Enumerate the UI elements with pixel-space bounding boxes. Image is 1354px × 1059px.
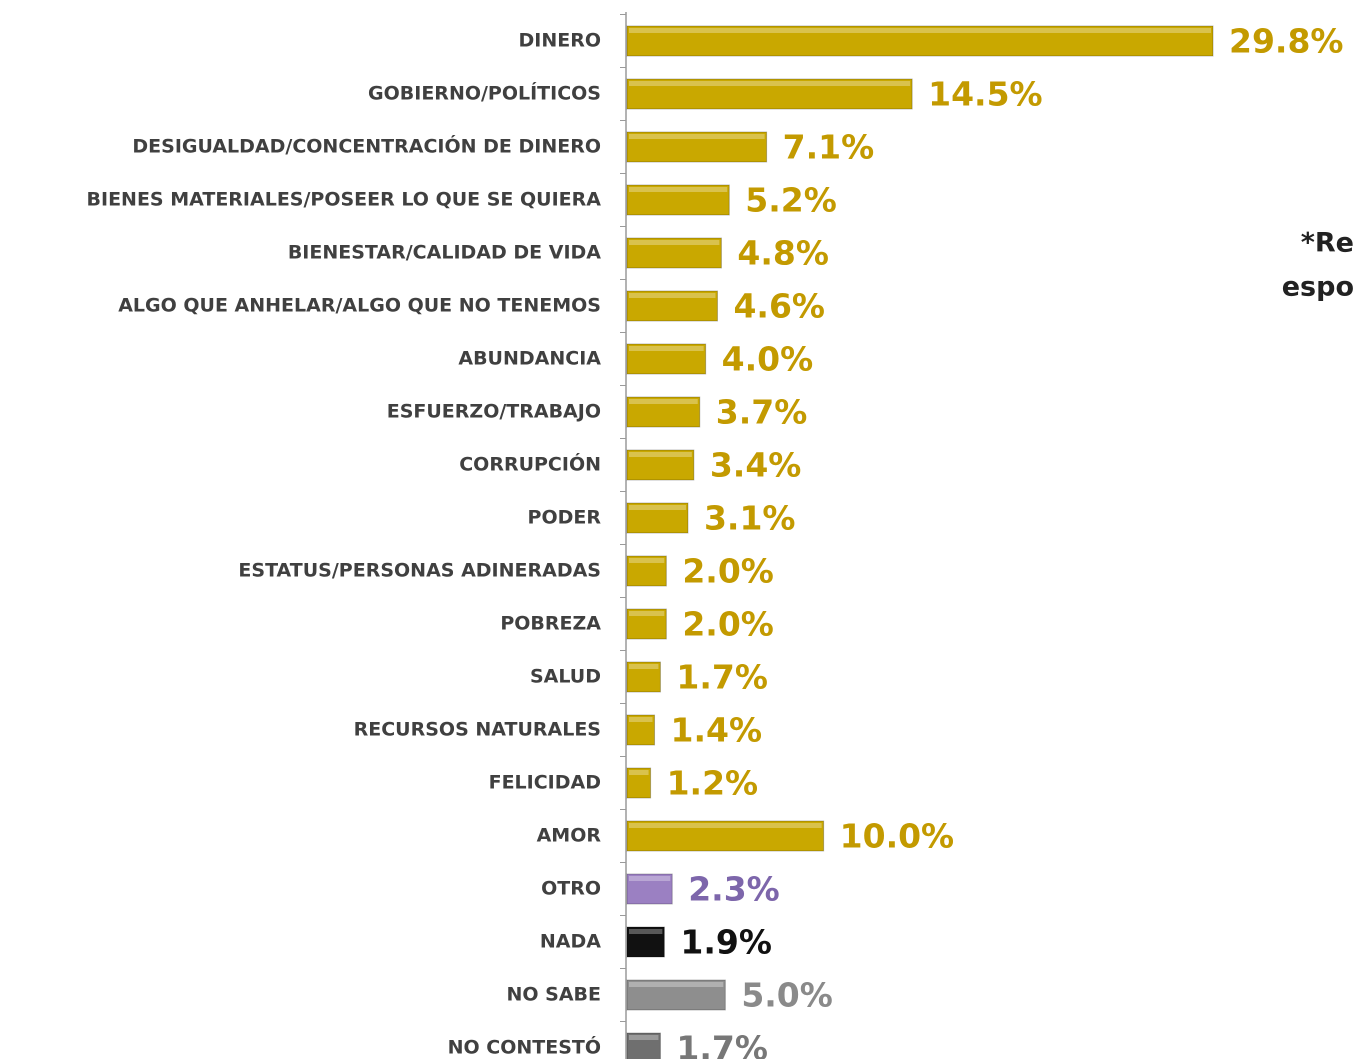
bar [626,608,667,640]
bar [626,184,730,216]
value-label: 3.1% [704,499,796,538]
bar [626,131,768,163]
value-label: 1.2% [667,764,759,803]
bar-highlight [629,346,704,351]
category-label: CORRUPCIÓN [459,452,601,476]
bar-highlight [629,452,692,457]
bar [626,237,722,269]
value-label: 2.0% [682,552,774,591]
value-label: 5.2% [745,181,837,220]
value-label: 3.7% [716,393,808,432]
category-label: NO CONTESTÓ [448,1035,601,1059]
bar-highlight [629,1035,659,1040]
bar-highlight [629,982,724,987]
bar-highlight [629,717,653,722]
bar-highlight [629,664,659,669]
bar-highlight [629,611,665,616]
value-label: 10.0% [840,817,955,856]
bar [626,820,825,852]
bar-highlight [629,187,728,192]
bar [626,767,652,799]
value-label: 2.0% [682,605,774,644]
bar [626,873,673,905]
bar [626,502,689,534]
bar-highlight [629,929,663,934]
category-label: POBREZA [500,613,601,635]
category-label: GOBIERNO/POLÍTICOS [368,82,601,105]
category-label: NO SABE [506,984,601,1006]
bar [626,555,667,587]
category-label: NADA [540,931,601,953]
value-label: 2.3% [688,870,780,909]
bar [626,979,726,1011]
bar [626,449,695,481]
bar [626,290,718,322]
category-label: ALGO QUE ANHELAR/ALGO QUE NO TENEMOS [118,295,601,317]
annotation: espo [1282,272,1354,303]
category-label: ESTATUS/PERSONAS ADINERADAS [238,560,601,582]
value-label: 4.8% [737,234,829,273]
category-label: OTRO [541,878,601,900]
bar-highlight [629,558,665,563]
bar [626,25,1214,57]
category-label: SALUD [530,666,601,688]
bar-highlight [629,505,686,510]
value-label: 1.4% [671,711,763,750]
bar-highlight [629,134,765,139]
category-label: ESFUERZO/TRABAJO [387,401,601,423]
category-label: AMOR [537,825,602,847]
bar [626,396,701,428]
bar-highlight [629,823,822,828]
bar [626,661,661,693]
value-label: 1.7% [676,1029,768,1059]
value-label: 4.6% [733,287,825,326]
category-label: RECURSOS NATURALES [354,719,601,741]
category-label: DINERO [518,30,601,52]
bar-highlight [629,28,1211,33]
bar-highlight [629,293,716,298]
value-label: 29.8% [1229,22,1344,61]
category-label: BIENESTAR/CALIDAD DE VIDA [288,242,601,264]
bar-highlight [629,399,698,404]
bar [626,714,656,746]
value-label: 4.0% [722,340,814,379]
category-label: ABUNDANCIA [458,348,601,370]
annotation: *Re [1301,228,1354,259]
value-label: 5.0% [741,976,833,1015]
bar [626,1032,661,1059]
category-label: BIENES MATERIALES/POSEER LO QUE SE QUIER… [87,189,602,211]
value-label: 14.5% [928,75,1043,114]
bar [626,78,913,110]
bar [626,343,707,375]
category-label: PODER [528,507,602,529]
bar-highlight [629,876,671,881]
bar-highlight [629,240,720,245]
value-label: 3.4% [710,446,802,485]
value-label: 1.9% [680,923,772,962]
bar-highlight [629,81,911,86]
category-label: FELICIDAD [489,772,601,794]
value-label: 7.1% [783,128,875,167]
bar [626,926,665,958]
category-label: DESIGUALDAD/CONCENTRACIÓN DE DINERO [132,134,601,158]
bar-highlight [629,770,649,775]
value-label: 1.7% [676,658,768,697]
